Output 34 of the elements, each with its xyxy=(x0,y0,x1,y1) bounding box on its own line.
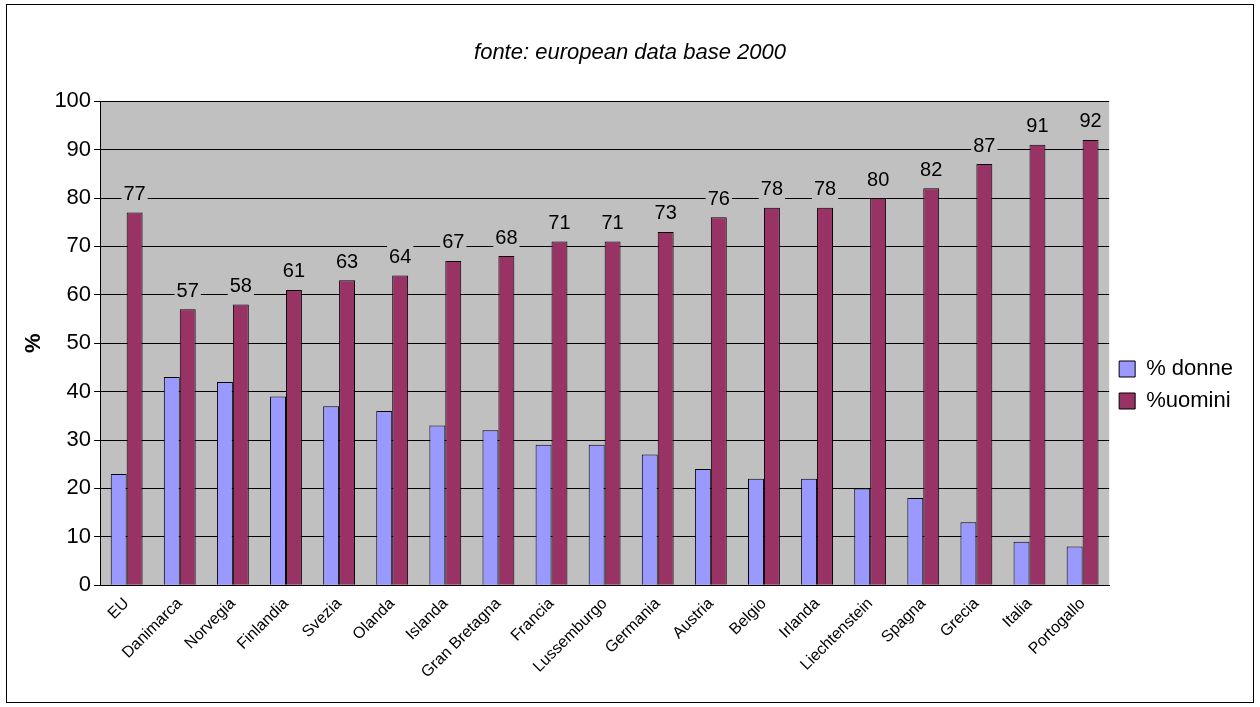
data-label: 61 xyxy=(282,259,306,282)
y-tick-label: 60 xyxy=(66,280,92,306)
data-label: 78 xyxy=(813,177,837,200)
data-label: 58 xyxy=(229,274,252,296)
data-label: 68 xyxy=(495,225,518,248)
y-tick-label: 80 xyxy=(66,184,92,210)
y-tick-label: 0 xyxy=(78,571,92,597)
y-tick-label: 90 xyxy=(66,135,92,161)
data-label: 63 xyxy=(335,249,359,272)
legend-label: % donne xyxy=(1146,355,1234,381)
data-label: 82 xyxy=(920,157,943,180)
y-tick-label: 100 xyxy=(54,87,92,113)
data-label: 78 xyxy=(760,177,784,200)
data-label: 80 xyxy=(867,167,890,190)
data-label: 67 xyxy=(442,230,465,253)
data-label: 76 xyxy=(707,186,730,209)
data-label: 73 xyxy=(654,201,677,224)
y-tick-label: 20 xyxy=(66,474,92,500)
data-label: 77 xyxy=(123,182,146,205)
y-tick-label: 70 xyxy=(66,232,92,258)
chart-title: fonte: european data base 2000 xyxy=(473,39,787,65)
y-tick-label: 10 xyxy=(66,522,92,548)
y-tick-label: 50 xyxy=(66,329,92,355)
data-label: 87 xyxy=(973,133,996,156)
data-label: 57 xyxy=(176,278,199,301)
data-label: 71 xyxy=(601,211,624,234)
data-label: 64 xyxy=(389,244,412,267)
legend-label: %uomini xyxy=(1146,387,1231,413)
data-label: 91 xyxy=(1026,114,1049,137)
y-tick-label: 30 xyxy=(66,426,92,452)
y-axis-title: % xyxy=(20,333,46,353)
data-label: 71 xyxy=(548,211,571,234)
data-label: 92 xyxy=(1079,109,1102,132)
y-tick-label: 40 xyxy=(66,377,92,403)
